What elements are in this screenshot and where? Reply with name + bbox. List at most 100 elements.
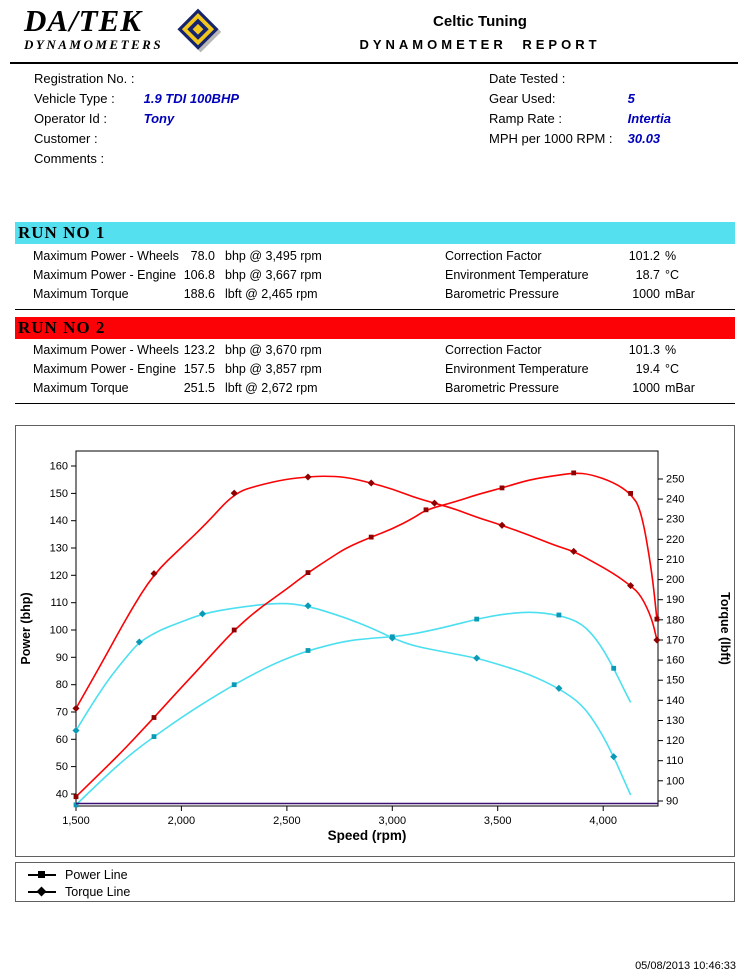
torque-line-marker-icon bbox=[28, 886, 56, 897]
run1-banner: RUN NO 1 bbox=[15, 222, 735, 244]
svg-text:70: 70 bbox=[56, 707, 68, 719]
stat-value: 106.8 bbox=[183, 268, 215, 282]
svg-text:50: 50 bbox=[56, 761, 68, 773]
ramp-rate-row: Ramp Rate : Intertia bbox=[489, 111, 671, 131]
mph-per-1000rpm-value: 30.03 bbox=[627, 131, 661, 146]
svg-text:230: 230 bbox=[666, 514, 684, 526]
registration-row: Registration No. : bbox=[34, 71, 239, 91]
report-footer: 05/08/2013 10:46:33 bbox=[635, 960, 736, 972]
stat-unit: bhp @ 3,667 rpm bbox=[225, 268, 322, 282]
run1-stats: Maximum Power - Wheels 78.0 bhp @ 3,495 … bbox=[15, 247, 735, 310]
stat-value: 188.6 bbox=[183, 287, 215, 301]
stat-label: Maximum Power - Wheels bbox=[33, 249, 179, 263]
stat-label: Maximum Power - Engine bbox=[33, 362, 177, 376]
registration-label: Registration No. : bbox=[34, 71, 135, 86]
svg-text:Torque (lbft): Torque (lbft) bbox=[718, 592, 732, 665]
stat-row: Maximum Power - Wheels 123.2 bhp @ 3,670… bbox=[15, 341, 735, 360]
svg-text:60: 60 bbox=[56, 734, 68, 746]
operator-id-value: Tony bbox=[143, 111, 175, 126]
vehicle-info-left: Registration No. : Vehicle Type : 1.9 TD… bbox=[34, 71, 239, 171]
svg-text:100: 100 bbox=[666, 775, 684, 787]
gear-used-label: Gear Used: bbox=[489, 91, 556, 106]
stat-label: Maximum Power - Wheels bbox=[33, 343, 179, 357]
stat-value: 101.2 bbox=[628, 249, 660, 263]
report-title-block: Celtic Tuning DYNAMOMETER REPORT bbox=[290, 13, 670, 52]
svg-text:3,500: 3,500 bbox=[484, 815, 512, 827]
svg-text:250: 250 bbox=[666, 474, 684, 486]
svg-text:120: 120 bbox=[666, 735, 684, 747]
report-subtitle: DYNAMOMETER REPORT bbox=[359, 37, 601, 52]
stat-row: Maximum Power - Engine 157.5 bhp @ 3,857… bbox=[15, 360, 735, 379]
gear-used-value: 5 bbox=[627, 91, 635, 106]
svg-text:90: 90 bbox=[56, 652, 68, 664]
svg-text:40: 40 bbox=[56, 789, 68, 801]
stat-label: Correction Factor bbox=[445, 343, 542, 357]
stat-unit: % bbox=[665, 343, 677, 357]
date-tested-label: Date Tested : bbox=[489, 71, 566, 86]
stat-unit: °C bbox=[665, 362, 680, 376]
stat-label: Barometric Pressure bbox=[445, 381, 559, 395]
svg-text:140: 140 bbox=[666, 695, 684, 707]
dyno-chart-svg: 40 50 60 70 80 90 100 110 120 130 140 150 160 90 100 11… bbox=[19, 450, 732, 843]
svg-text:150: 150 bbox=[666, 675, 684, 687]
customer-label: Customer : bbox=[34, 131, 98, 146]
stat-label: Environment Temperature bbox=[445, 362, 589, 376]
stat-label: Maximum Power - Engine bbox=[33, 268, 177, 282]
svg-text:200: 200 bbox=[666, 574, 684, 586]
ramp-rate-value: Intertia bbox=[627, 111, 671, 126]
svg-text:130: 130 bbox=[666, 715, 684, 727]
stat-unit: lbft @ 2,672 rpm bbox=[225, 381, 318, 395]
gear-used-row: Gear Used: 5 bbox=[489, 91, 671, 111]
svg-text:100: 100 bbox=[50, 625, 68, 637]
svg-text:80: 80 bbox=[56, 679, 68, 691]
stat-value: 251.5 bbox=[183, 381, 215, 395]
vehicle-type-value: 1.9 TDI 100BHP bbox=[143, 91, 239, 106]
power-line-marker-icon bbox=[28, 869, 56, 880]
stat-value: 1000 bbox=[632, 287, 660, 301]
stat-label: Environment Temperature bbox=[445, 268, 589, 282]
run2-title: RUN NO 2 bbox=[18, 318, 106, 337]
stat-row: Maximum Power - Engine 106.8 bhp @ 3,667… bbox=[15, 266, 735, 285]
chart-legend: Power Line Torque Line bbox=[15, 862, 735, 902]
comments-row: Comments : bbox=[34, 151, 239, 171]
svg-text:Power (bhp): Power (bhp) bbox=[19, 592, 33, 664]
svg-text:140: 140 bbox=[50, 515, 68, 527]
dastek-logo-text: DA/TEK bbox=[24, 3, 142, 38]
stat-label: Correction Factor bbox=[445, 249, 542, 263]
vehicle-type-row: Vehicle Type : 1.9 TDI 100BHP bbox=[34, 91, 239, 111]
timestamp: 05/08/2013 10:46:33 bbox=[635, 960, 736, 972]
legend-item-power: Power Line bbox=[28, 866, 734, 883]
stat-unit: bhp @ 3,495 rpm bbox=[225, 249, 322, 263]
svg-text:160: 160 bbox=[666, 655, 684, 667]
run1-title: RUN NO 1 bbox=[18, 223, 106, 242]
header-divider bbox=[10, 62, 738, 64]
svg-text:170: 170 bbox=[666, 635, 684, 647]
svg-text:120: 120 bbox=[50, 570, 68, 582]
legend-item-torque: Torque Line bbox=[28, 883, 734, 900]
stat-value: 78.0 bbox=[190, 249, 215, 263]
svg-text:Speed (rpm): Speed (rpm) bbox=[328, 828, 407, 843]
stat-value: 101.3 bbox=[628, 343, 660, 357]
stat-label: Barometric Pressure bbox=[445, 287, 559, 301]
legend-label: Power Line bbox=[65, 867, 128, 882]
svg-text:160: 160 bbox=[50, 461, 68, 473]
dastek-diamond-icon bbox=[173, 6, 223, 61]
svg-text:190: 190 bbox=[666, 594, 684, 606]
stat-unit: % bbox=[665, 249, 677, 263]
stat-unit: lbft @ 2,465 rpm bbox=[225, 287, 318, 301]
operator-id-label: Operator Id : bbox=[34, 111, 107, 126]
stat-value: 1000 bbox=[632, 381, 660, 395]
stat-unit: mBar bbox=[665, 287, 695, 301]
mph-per-1000rpm-label: MPH per 1000 RPM : bbox=[489, 131, 613, 146]
vehicle-type-label: Vehicle Type : bbox=[34, 91, 115, 106]
stat-row: Maximum Power - Wheels 78.0 bhp @ 3,495 … bbox=[15, 247, 735, 266]
stat-unit: bhp @ 3,670 rpm bbox=[225, 343, 322, 357]
stat-unit: mBar bbox=[665, 381, 695, 395]
svg-text:2,000: 2,000 bbox=[168, 815, 196, 827]
run2-banner: RUN NO 2 bbox=[15, 317, 735, 339]
stat-label: Maximum Torque bbox=[33, 381, 129, 395]
report-title: Celtic Tuning bbox=[433, 13, 527, 30]
svg-text:1,500: 1,500 bbox=[62, 815, 90, 827]
stat-value: 157.5 bbox=[183, 362, 215, 376]
